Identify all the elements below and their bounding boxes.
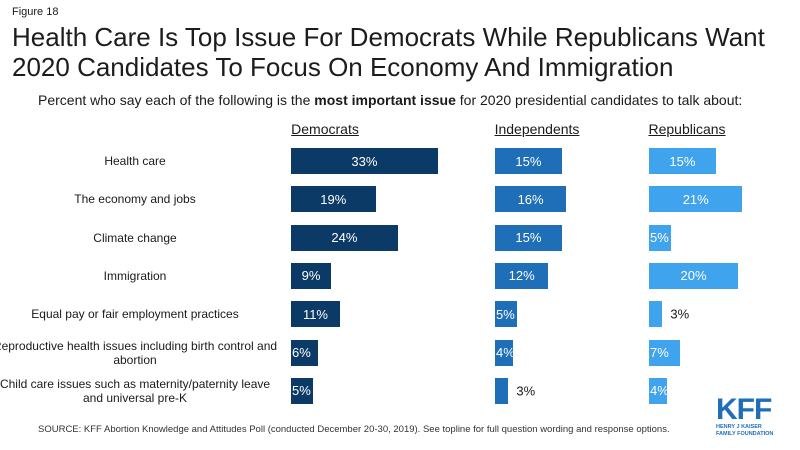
bar-independents: 16% <box>495 186 567 213</box>
bar-democrats: 11% <box>291 301 340 328</box>
data-label: 4% <box>496 345 515 360</box>
data-label: 3% <box>670 306 690 322</box>
category-label: Reproductive health issues including bir… <box>0 338 278 367</box>
category-label: Immigration <box>103 268 167 283</box>
data-label: 21% <box>682 191 709 207</box>
logo-line-1: HENRY J KAISER <box>716 424 762 430</box>
data-label: 4% <box>650 383 669 399</box>
category-label: Equal pay or fair employment practices <box>31 307 239 322</box>
bar-democrats: 24% <box>291 224 398 251</box>
data-label: 12% <box>508 268 535 284</box>
bar-republicans: 20% <box>649 262 738 289</box>
bar-democrats: 6% <box>291 339 318 366</box>
data-label: 20% <box>680 268 707 284</box>
bar-democrats: 19% <box>291 186 376 213</box>
column-header-republicans: Republicans <box>648 121 726 137</box>
bar-republicans: 7% <box>649 339 681 366</box>
data-label: 24% <box>331 230 358 246</box>
kff-logo: KFF HENRY J KAISER FAMILY FOUNDATION <box>716 393 788 437</box>
data-label: 5% <box>496 306 515 322</box>
column-header-independents: Independents <box>494 121 580 137</box>
data-label: 7% <box>650 345 669 360</box>
data-label: 3% <box>516 383 536 399</box>
bar-republicans: 5% <box>649 224 672 251</box>
figure-label: Figure 18 <box>12 6 59 18</box>
category-label: The economy and jobs <box>74 192 196 207</box>
bar-republicans: 21% <box>649 186 743 213</box>
data-label: 6% <box>292 345 311 360</box>
data-label: 19% <box>320 191 347 207</box>
data-label: 16% <box>517 191 544 207</box>
bar-democrats: 33% <box>291 148 438 174</box>
data-label: 15% <box>515 230 542 246</box>
bar-republicans <box>649 301 663 328</box>
category-label: Child care issues such as maternity/pate… <box>0 376 271 405</box>
bar-republicans: 15% <box>649 148 716 174</box>
data-label: 15% <box>515 153 542 169</box>
chart-subtitle: Percent who say each of the following is… <box>38 92 742 108</box>
data-label: 5% <box>292 383 311 399</box>
category-label: Climate change <box>93 230 177 245</box>
subtitle-post: for 2020 presidential candidates to talk… <box>455 92 743 108</box>
bar-independents <box>495 377 509 404</box>
logo-line-2: FAMILY FOUNDATION <box>716 430 774 437</box>
bar-independents: 15% <box>495 224 562 251</box>
subtitle-pre: Percent who say each of the following is… <box>38 92 315 108</box>
bar-democrats: 5% <box>291 377 314 404</box>
bar-independents: 15% <box>495 148 562 174</box>
data-label: 9% <box>301 268 321 284</box>
data-label: 5% <box>650 230 669 246</box>
data-label: 33% <box>351 153 378 169</box>
chart-title: Health Care Is Top Issue For Democrats W… <box>12 22 765 82</box>
bar-republicans: 4% <box>649 377 669 404</box>
logo-text: KFF <box>716 393 772 426</box>
bar-independents: 5% <box>495 301 518 328</box>
data-label: 11% <box>302 306 328 322</box>
data-label: 15% <box>669 153 696 169</box>
subtitle-bold: most important issue <box>314 92 456 108</box>
source-note: SOURCE: KFF Abortion Knowledge and Attit… <box>38 424 670 435</box>
bar-independents: 4% <box>495 339 515 366</box>
bar-democrats: 9% <box>291 262 332 289</box>
bar-independents: 12% <box>495 262 549 289</box>
column-header-democrats: Democrats <box>291 121 359 137</box>
category-label: Health care <box>104 154 166 168</box>
